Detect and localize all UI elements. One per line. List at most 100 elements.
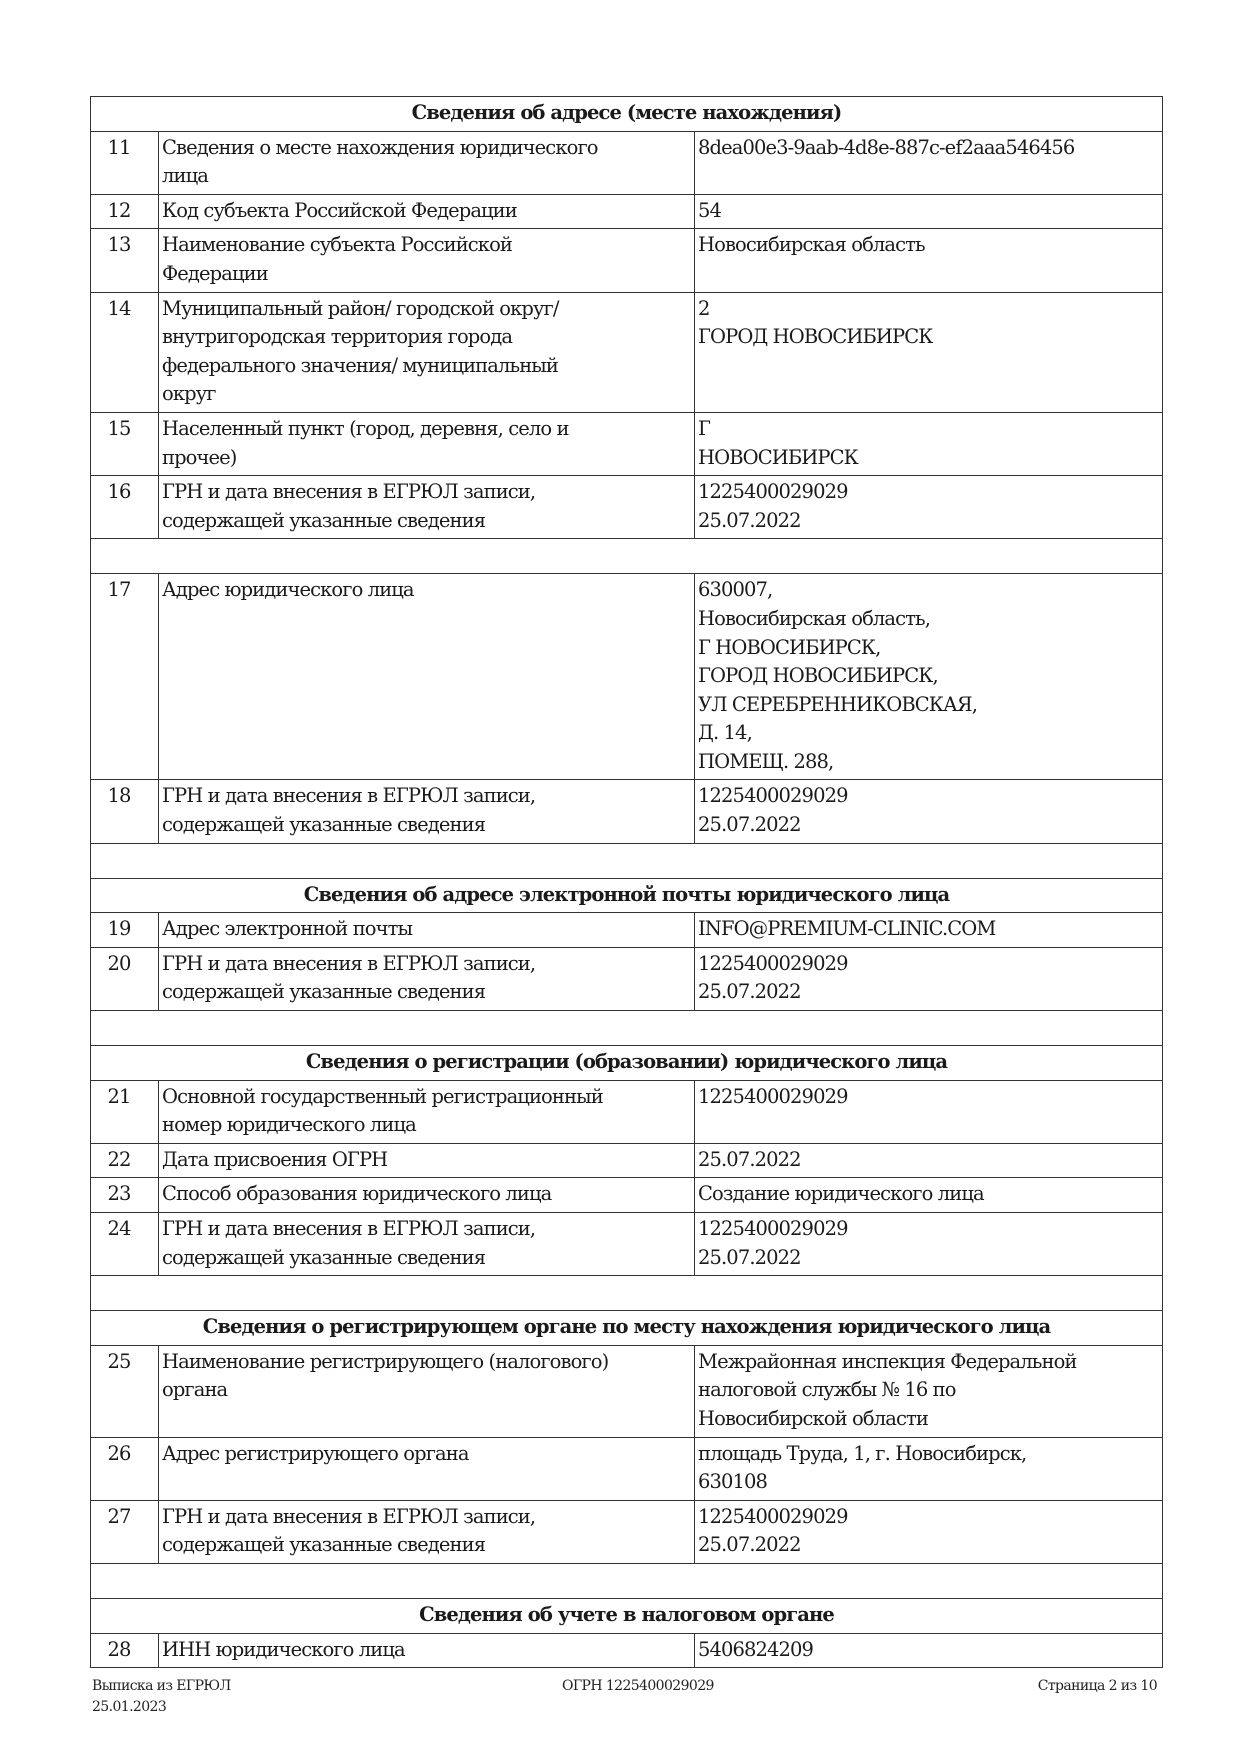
field-value: Межрайонная инспекция Федеральной налогов…	[694, 1344, 1163, 1438]
spacer-row	[90, 1010, 1163, 1047]
field-value-line: Новосибирская область	[698, 233, 926, 257]
row-number: 15	[90, 411, 159, 477]
field-value-line: 630108	[698, 1470, 768, 1494]
spacer-row	[90, 1275, 1163, 1312]
field-label: Адрес электронной почты	[158, 912, 695, 948]
row-number: 22	[90, 1142, 159, 1179]
section-header: Сведения об адресе (месте нахождения)	[90, 96, 1163, 132]
field-value-line: 1225400029029	[698, 1217, 848, 1240]
table-row: 23 Способ образования юридического лица Со…	[90, 1177, 1163, 1213]
field-label-line: ГРН и дата внесения в ЕГРЮЛ записи,	[162, 480, 536, 504]
field-value-line: 1225400029029	[698, 1084, 848, 1108]
row-number: 24	[90, 1211, 159, 1277]
field-value-line: 25.07.2022	[698, 980, 802, 1004]
table-row: 25 Наименование регистрирующего (налогово…	[90, 1344, 1163, 1438]
table-row: 21 Основной государственный регистрационн…	[90, 1079, 1163, 1144]
field-label-line: содержащей указанные сведения	[162, 813, 486, 837]
section-header-row: Сведения об адресе (месте нахождения)	[90, 96, 1163, 132]
footer-page-number: Страница 2 из 10	[1037, 1678, 1158, 1694]
field-label: ГРН и дата внесения в ЕГРЮЛ записи, содер…	[158, 779, 695, 844]
field-value: INFO@PREMIUM-CLINIC.COM	[694, 912, 1163, 948]
empty-cell	[90, 842, 1163, 879]
row-number: 27	[90, 1499, 159, 1564]
field-label: Сведения о месте нахождения юридического…	[158, 130, 695, 195]
table-row: 14 Муниципальный район/ городской округ/в…	[90, 291, 1163, 413]
field-value-line: 25.07.2022	[698, 1245, 802, 1269]
field-value-line: 630007,	[698, 578, 773, 602]
field-label-line: федерального значения/ муниципальный	[162, 353, 559, 377]
field-label-line: Дата присвоения ОГРН	[162, 1147, 388, 1171]
field-label: ИНН юридического лица	[158, 1632, 695, 1669]
row-number: 23	[90, 1177, 159, 1213]
field-value-line: 25.07.2022	[698, 813, 802, 837]
field-label: ГРН и дата внесения в ЕГРЮЛ записи, содер…	[158, 946, 695, 1012]
field-value: 1225400029029 25.07.2022	[694, 779, 1163, 844]
field-label-line: содержащей указанные сведения	[162, 1245, 486, 1269]
field-value-line: 1225400029029	[698, 951, 848, 975]
spacer-row	[90, 842, 1163, 879]
field-value-line: 54	[698, 198, 722, 222]
field-label: Муниципальный район/ городской округ/вну…	[158, 291, 695, 413]
section-header: Сведения об учете в налоговом органе	[90, 1597, 1163, 1634]
field-value-line: 25.07.2022	[698, 1147, 802, 1171]
row-number: 11	[90, 130, 159, 195]
row-number: 28	[90, 1632, 159, 1669]
table-row: 13 Наименование субъекта Российской Федера…	[90, 228, 1163, 293]
field-label-line: лица	[162, 164, 209, 188]
field-value: 1225400029029 25.07.2022	[694, 1211, 1163, 1277]
field-value-line: 8dea00e3-9aab-4d8e-887c-ef2aaa546456	[698, 135, 1075, 159]
section-header-row: Сведения о регистрации (образовании) юри…	[90, 1045, 1163, 1081]
field-value-line: ГОРОД НОВОСИБИРСК	[698, 325, 933, 349]
table-row: 24 ГРН и дата внесения в ЕГРЮЛ записи, сод…	[90, 1211, 1163, 1277]
footer-left: Выписка из ЕГРЮЛ 25.01.2023	[92, 1676, 231, 1718]
field-label: Основной государственный регистрационный…	[158, 1079, 695, 1144]
field-label-line: органа	[162, 1378, 228, 1402]
field-label-line: ГРН и дата внесения в ЕГРЮЛ записи,	[162, 1504, 536, 1528]
footer-doc-title: Выписка из ЕГРЮЛ	[92, 1678, 231, 1694]
field-label: Код субъекта Российской Федерации	[158, 193, 695, 230]
field-label: Способ образования юридического лица	[158, 1177, 695, 1213]
field-value: 2 ГОРОД НОВОСИБИРСК	[694, 291, 1163, 413]
field-label-line: округ	[162, 382, 217, 406]
field-value-line: Новосибирской области	[698, 1406, 929, 1430]
field-value-line: 1225400029029	[698, 1504, 848, 1528]
empty-cell	[90, 1010, 1163, 1047]
empty-cell	[90, 1275, 1163, 1312]
row-number: 21	[90, 1079, 159, 1144]
section-header-row: Сведения об учете в налоговом органе	[90, 1597, 1163, 1634]
table-row: 28 ИНН юридического лица 5406824209	[90, 1632, 1163, 1669]
field-value: площадь Труда, 1, г. Новосибирск, 630108	[694, 1436, 1163, 1501]
field-value: 1225400029029 25.07.2022	[694, 1499, 1163, 1564]
field-label-line: ИНН юридического лица	[162, 1637, 406, 1661]
section-header: Сведения о регистрирующем органе по мест…	[90, 1310, 1163, 1346]
table-row: 11 Сведения о месте нахождения юридическо…	[90, 130, 1163, 195]
field-label-line: Наименование регистрирующего (налогового…	[162, 1349, 609, 1373]
table-row: 19 Адрес электронной почты INFO@PREMIUM-CL…	[90, 912, 1163, 948]
field-value-line: 5406824209	[698, 1637, 814, 1661]
section-header: Сведения о регистрации (образовании) юри…	[90, 1045, 1163, 1081]
field-label-line: Адрес электронной почты	[162, 917, 413, 941]
field-label-line: Муниципальный район/ городской округ/	[162, 296, 559, 320]
row-number: 20	[90, 946, 159, 1012]
field-label-line: содержащей указанные сведения	[162, 980, 486, 1004]
field-value-line: налоговой службы № 16 по	[698, 1378, 957, 1402]
spacer-row	[90, 538, 1163, 575]
field-label: Наименование регистрирующего (налогового…	[158, 1344, 695, 1438]
section-header-row: Сведения о регистрирующем органе по мест…	[90, 1310, 1163, 1346]
field-value-line: 2	[698, 296, 710, 320]
row-number: 14	[90, 291, 159, 413]
table-row: 27 ГРН и дата внесения в ЕГРЮЛ записи, сод…	[90, 1499, 1163, 1564]
row-number: 18	[90, 779, 159, 844]
field-label-line: Федерации	[162, 261, 269, 285]
field-value-line: Новосибирская область,	[698, 606, 931, 630]
field-label-line: внутригородская территория города	[162, 325, 513, 349]
table-row: 26 Адрес регистрирующего органа площадь Тр…	[90, 1436, 1163, 1501]
field-value-line: 25.07.2022	[698, 508, 802, 532]
row-number: 12	[90, 193, 159, 230]
field-label-line: прочее)	[162, 445, 237, 469]
empty-cell	[90, 538, 1163, 575]
section-header: Сведения об адресе электронной почты юри…	[90, 877, 1163, 914]
footer-ogrn: ОГРН 1225400029029	[562, 1678, 714, 1694]
field-value-line: 1225400029029	[698, 784, 848, 808]
field-value-line: ПОМЕЩ. 288,	[698, 749, 834, 773]
